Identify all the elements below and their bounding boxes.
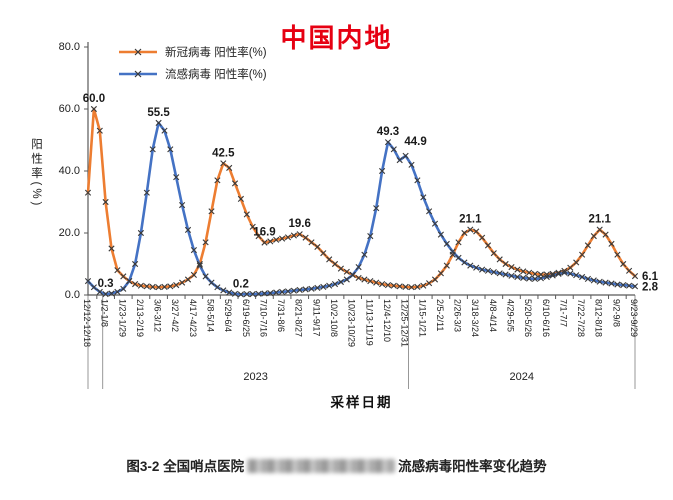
data-label: 60.0 xyxy=(83,93,105,105)
data-label: 42.5 xyxy=(212,147,235,159)
x-tick-label: 12/25-12/31 xyxy=(399,299,410,348)
x-tick-label: 4/17-4/23 xyxy=(187,299,198,338)
data-label: 21.1 xyxy=(589,214,612,226)
legend-label-flu: 流感病毒 阳性率(%) xyxy=(165,69,267,81)
year-label: 2023 xyxy=(243,371,268,383)
x-tick-label: 3/6-3/12 xyxy=(152,299,163,333)
year-label: 2024 xyxy=(509,371,535,383)
x-tick-label: 10/2-10/8 xyxy=(329,299,339,338)
data-label: 2.8 xyxy=(642,281,659,293)
caption-suffix: 流感病毒阳性率变化趋势 xyxy=(398,459,547,474)
y-tick-label: 20.0 xyxy=(58,227,80,239)
x-tick-label: 12/4-12/10 xyxy=(382,299,392,343)
data-label: 21.1 xyxy=(459,214,482,226)
x-tick-label: 11/13-11/19 xyxy=(364,299,375,346)
x-tick-label: 2/26-3/3 xyxy=(452,299,463,333)
y-tick-label: 80.0 xyxy=(58,41,80,53)
x-tick-label: 7/10-7/16 xyxy=(258,299,269,338)
x-tick-label: 1/15-1/21 xyxy=(417,299,428,338)
y-tick-label: 0.0 xyxy=(64,289,80,301)
data-label: 44.9 xyxy=(404,136,426,148)
x-tick-label: 5/29-6/4 xyxy=(223,299,234,333)
x-tick-label: 5/20-5/26 xyxy=(523,299,534,338)
legend-label-covid: 新冠病毒 阳性率(%) xyxy=(165,47,267,59)
x-tick-label: 5/8-5/14 xyxy=(205,299,216,333)
x-tick-label: 9/11-9/17 xyxy=(311,299,322,337)
data-label: 19.6 xyxy=(289,218,311,230)
x-tick-label: 9/23-9/29 xyxy=(629,299,639,338)
data-label: 49.3 xyxy=(377,126,399,138)
x-axis-title: 采样日期 xyxy=(330,395,393,410)
legend-item-covid: 新冠病毒 阳性率(%) xyxy=(118,44,267,60)
covid-series-markers xyxy=(84,105,639,291)
x-tick-label: 3/27-4/2 xyxy=(170,299,181,333)
flu-series-markers xyxy=(84,119,639,298)
x-tick-label: 7/31-8/6 xyxy=(276,299,287,333)
x-tick-label: 8/21-8/27 xyxy=(293,299,304,338)
y-tick-label: 60.0 xyxy=(58,103,80,115)
y-axis-title: 阳性率(%) xyxy=(30,138,42,209)
data-label: 0.3 xyxy=(98,278,114,290)
x-tick-label: 12/12-12/18 xyxy=(82,299,92,348)
covid-line-sample-icon xyxy=(119,48,157,56)
flu-line-sample-icon xyxy=(119,70,157,78)
x-tick-label: 7/1-7/7 xyxy=(558,299,569,328)
x-tick-label: 6/19-6/25 xyxy=(240,299,251,338)
covid-series-line xyxy=(86,107,637,289)
x-tick-label: 1/23-1/29 xyxy=(117,299,128,338)
x-tick-label: 9/2-9/8 xyxy=(611,299,622,328)
figure-caption: 图3-2 全国哨点医院 流感病毒阳性率变化趋势 xyxy=(0,455,673,475)
chart-title: 中国内地 xyxy=(280,23,393,53)
x-tick-label: 10/23-10/29 xyxy=(346,299,357,348)
data-label: 6.1 xyxy=(642,271,659,283)
x-tick-label: 8/12-8/18 xyxy=(593,299,604,338)
x-tick-label: 7/22-7/28 xyxy=(576,299,587,338)
data-label: 55.5 xyxy=(147,107,170,119)
data-label: 0.2 xyxy=(233,278,249,290)
data-label: 16.9 xyxy=(253,227,275,239)
x-tick-label: 3/18-3/24 xyxy=(470,299,481,338)
y-tick-label: 40.0 xyxy=(58,165,80,177)
flu-series-line xyxy=(86,121,637,296)
legend: 新冠病毒 阳性率(%) 流感病毒 阳性率(%) xyxy=(118,44,267,82)
x-tick-label: 4/8-4/14 xyxy=(487,299,498,333)
caption-redacted-blur xyxy=(247,459,396,473)
legend-item-flu: 流感病毒 阳性率(%) xyxy=(118,66,267,82)
caption-prefix: 图3-2 全国哨点医院 xyxy=(126,459,245,474)
x-tick-label: 4/29-5/5 xyxy=(505,299,516,333)
x-tick-label: 2/5-2/11 xyxy=(434,299,445,332)
x-tick-label: 1/2-1/8 xyxy=(99,299,110,328)
x-tick-label: 2/13-2/19 xyxy=(134,299,145,338)
x-tick-label: 6/10-6/16 xyxy=(540,299,551,338)
